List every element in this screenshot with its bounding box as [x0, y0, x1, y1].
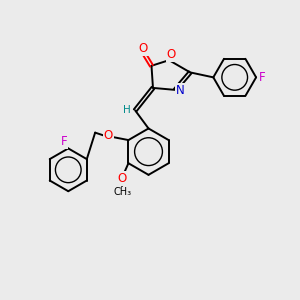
Text: O: O	[117, 172, 127, 184]
Text: N: N	[176, 84, 185, 97]
Text: O: O	[103, 129, 113, 142]
Text: H: H	[123, 105, 131, 116]
Text: CH₃: CH₃	[113, 188, 132, 197]
Text: F: F	[259, 71, 266, 84]
Text: O: O	[139, 42, 148, 55]
Text: F: F	[61, 135, 67, 148]
Text: O: O	[167, 48, 176, 61]
